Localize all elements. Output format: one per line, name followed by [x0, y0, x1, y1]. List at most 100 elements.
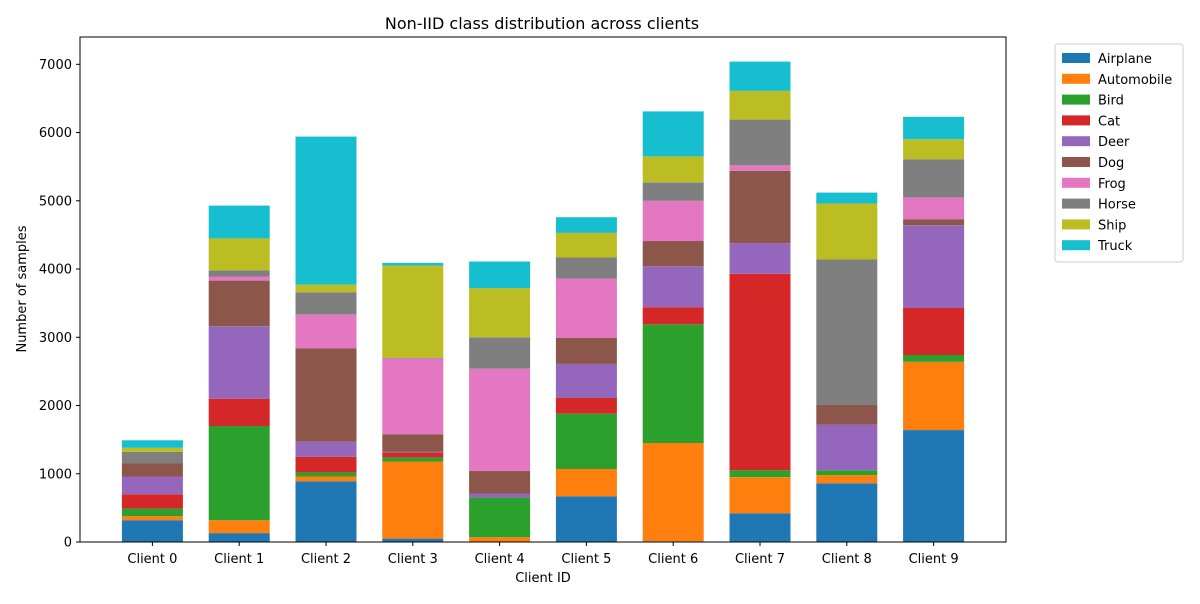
bar-segment [469, 261, 531, 289]
bar-segment [642, 307, 704, 325]
bar-segment [555, 257, 617, 279]
bar-segment [295, 136, 357, 285]
bar-segment [555, 363, 617, 398]
legend-swatch [1062, 198, 1090, 209]
bar-segment [555, 232, 617, 258]
legend-swatch [1062, 240, 1090, 251]
y-tick-label: 7000 [39, 58, 72, 73]
x-tick-label: Client 2 [301, 552, 351, 567]
bar-segment [729, 273, 791, 471]
bar-segment [729, 477, 791, 514]
bar-segment [382, 538, 444, 542]
bar-segment [121, 447, 183, 452]
bar-segment [208, 270, 270, 277]
x-tick-label: Client 1 [214, 552, 264, 567]
x-tick-label: Client 4 [475, 552, 525, 567]
y-tick-label: 4000 [39, 263, 72, 278]
bar-segment [295, 292, 357, 315]
legend-swatch [1062, 136, 1090, 147]
bar-segment [295, 481, 357, 542]
y-axis: 0 1000 2000 3000 4000 5000 6000 7000 [39, 58, 80, 551]
bar-segment [642, 443, 704, 542]
legend-swatch [1062, 115, 1090, 126]
bar-segment [642, 156, 704, 183]
bar-segment [208, 205, 270, 239]
bar-segment [469, 471, 531, 494]
bar-segment [729, 61, 791, 91]
bar-segment [208, 326, 270, 399]
bar-segment [903, 225, 965, 308]
bar-segment [382, 262, 444, 266]
bar-segment [382, 265, 444, 358]
bar-segment [642, 111, 704, 157]
y-tick-label: 3000 [39, 331, 72, 346]
bar-segment [121, 440, 183, 448]
x-tick-label: Client 3 [388, 552, 438, 567]
bar-segment [121, 463, 183, 477]
bar-segment [903, 307, 965, 355]
bar-segment [903, 197, 965, 220]
bar-segment [903, 116, 965, 140]
bar-segment [295, 348, 357, 442]
x-axis-label: Client ID [515, 571, 571, 586]
bar-segment [469, 537, 531, 542]
bar-segment [816, 203, 878, 260]
bars-layer [121, 61, 965, 542]
y-tick-label: 6000 [39, 126, 72, 141]
bar-segment [121, 520, 183, 542]
bar-segment [729, 513, 791, 542]
bar-segment [903, 139, 965, 160]
bar-segment [382, 452, 444, 458]
bar-segment [295, 441, 357, 457]
legend-label: Bird [1098, 94, 1124, 109]
bar-segment [816, 483, 878, 542]
bar-segment [816, 475, 878, 484]
bar-segment [816, 259, 878, 405]
bar-segment [555, 496, 617, 542]
legend-swatch [1062, 73, 1090, 84]
bar-segment [295, 456, 357, 473]
legend-label: Horse [1098, 198, 1136, 213]
bar-segment [729, 165, 791, 171]
legend-label: Deer [1098, 135, 1130, 150]
bar-segment [121, 476, 183, 495]
x-tick-label: Client 9 [909, 552, 959, 567]
x-tick-label: Client 0 [127, 552, 177, 567]
bar-segment [469, 288, 531, 338]
bar-segment [642, 182, 704, 201]
bar-segment [121, 451, 183, 464]
legend-label: Ship [1098, 218, 1126, 233]
x-tick-label: Client 5 [561, 552, 611, 567]
legend-label: Frog [1098, 177, 1126, 192]
x-tick-label: Client 8 [822, 552, 872, 567]
bar-segment [208, 533, 270, 542]
bar-segment [555, 413, 617, 469]
bar-segment [382, 457, 444, 462]
bar-segment [295, 284, 357, 293]
y-tick-label: 2000 [39, 399, 72, 414]
bar-segment [382, 461, 444, 539]
y-tick-label: 0 [64, 536, 72, 551]
legend-swatch [1062, 53, 1090, 63]
bar-segment [555, 217, 617, 233]
bar-segment [121, 516, 183, 521]
legend-label: Cat [1098, 114, 1120, 129]
bar-segment [382, 434, 444, 452]
bar-segment [903, 355, 965, 362]
bar-segment [295, 314, 357, 349]
bar-segment [555, 398, 617, 414]
legend-label: Dog [1098, 156, 1124, 171]
bar-segment [642, 266, 704, 308]
y-axis-label: Number of samples [15, 225, 30, 352]
bar-segment [903, 219, 965, 226]
bar-segment [295, 476, 357, 482]
bar-segment [208, 276, 270, 281]
y-tick-label: 5000 [39, 194, 72, 209]
legend-swatch [1062, 177, 1090, 188]
legend-label: Truck [1097, 239, 1133, 254]
legend-swatch [1062, 157, 1090, 167]
bar-segment [208, 398, 270, 426]
bar-segment [121, 508, 183, 517]
